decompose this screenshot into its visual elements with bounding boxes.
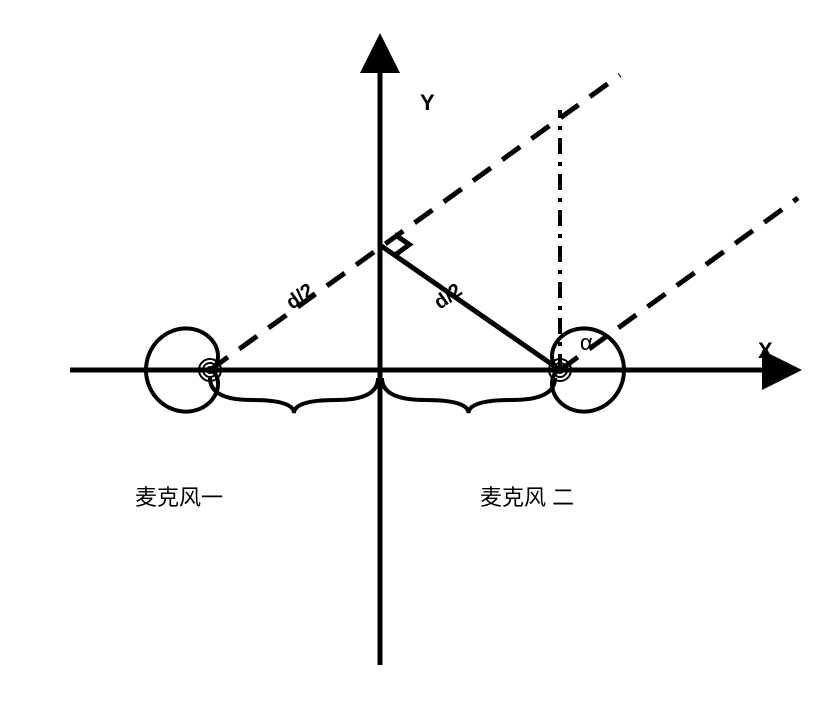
- x-axis-label: X: [758, 338, 773, 363]
- brace-left: [210, 378, 378, 413]
- perpendicular-segment: [380, 245, 560, 370]
- right-angle-marker: [395, 234, 410, 255]
- d-half-left-label: d/2: [282, 279, 318, 314]
- mic-two-label: 麦克风 二: [480, 485, 574, 510]
- brace-right: [382, 378, 555, 413]
- y-axis-label: Y: [420, 90, 435, 115]
- mic-one-label: 麦克风一: [135, 485, 223, 510]
- alpha-label: α: [580, 330, 593, 355]
